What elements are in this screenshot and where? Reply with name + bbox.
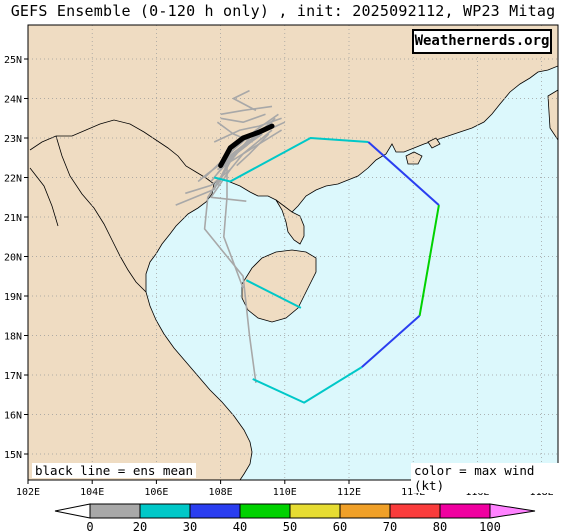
lat-tick-label: 20N [4, 253, 22, 264]
colorbar-box [89, 503, 141, 519]
lat-tick-label: 15N [4, 450, 22, 461]
lat-tick-label: 17N [4, 371, 22, 382]
colorbar-box [389, 503, 441, 519]
lat-tick-label: 22N [4, 174, 22, 185]
colorbar-tick-label: 0 [86, 520, 93, 532]
colorbar-over-arrow [489, 503, 536, 519]
grid [28, 25, 558, 480]
colorbar-box [189, 503, 241, 519]
colorbar-tick-label: 50 [283, 520, 297, 532]
member-track [236, 133, 270, 167]
wind-legend-note: color = max wind (kt) [411, 463, 566, 493]
wind-swath-segment [229, 137, 369, 183]
lat-tick-label: 24N [4, 95, 22, 106]
chart-title: GEFS Ensemble (0-120 h only) , init: 202… [10, 2, 556, 20]
member-track [216, 129, 283, 171]
wind-swath-segment [245, 279, 302, 309]
colorbar-tick-label: 30 [183, 520, 197, 532]
plot-frame [27, 24, 559, 481]
member-track [220, 113, 266, 123]
wind-swath-segment [367, 141, 440, 206]
colorbar-tick-label: 40 [233, 520, 247, 532]
colorbar-tick-label: 80 [433, 520, 447, 532]
wind-swath-segment [213, 176, 231, 183]
colorbar-box [239, 503, 291, 519]
colorbar-tick-label: 60 [333, 520, 347, 532]
colorbar-tick-label: 100 [479, 520, 501, 532]
colorbar-box [339, 503, 391, 519]
ensemble-mean-track [218, 123, 275, 169]
lon-tick-label: 110E [273, 487, 297, 498]
land-mainland [28, 25, 558, 480]
lon-tick-label: 102E [16, 487, 40, 498]
colorbar-box [139, 503, 191, 519]
colorbar-tick-label: 20 [133, 520, 147, 532]
colorbar-under-arrow [54, 503, 91, 519]
member-track [203, 157, 257, 384]
lat-tick-label: 25N [4, 55, 22, 66]
lat-tick-label: 16N [4, 411, 22, 422]
member-track [213, 117, 282, 143]
lat-tick-label: 23N [4, 134, 22, 145]
wind-swath-segment [418, 204, 440, 316]
max-wind-swath [213, 137, 440, 404]
colorbar-box [439, 503, 491, 519]
lat-tick-label: 21N [4, 213, 22, 224]
colorbar-tick-label: 70 [383, 520, 397, 532]
lon-tick-label: 108E [209, 487, 233, 498]
watermark: Weathernerds.org [412, 29, 552, 54]
mean-legend-note: black line = ens mean [32, 463, 197, 478]
lon-tick-label: 106E [144, 487, 168, 498]
lon-tick-label: 104E [80, 487, 104, 498]
wind-swath-segment [361, 315, 421, 368]
member-track [232, 89, 257, 112]
lat-tick-label: 19N [4, 292, 22, 303]
wind-swath-segment [252, 366, 363, 404]
colorbar-box [289, 503, 341, 519]
lon-tick-label: 112E [337, 487, 361, 498]
lat-tick-label: 18N [4, 332, 22, 343]
colorbar: 0 20 30 40 50 60 70 80 100 [54, 503, 536, 532]
mean-track-line [218, 123, 275, 169]
member-track [220, 105, 273, 116]
